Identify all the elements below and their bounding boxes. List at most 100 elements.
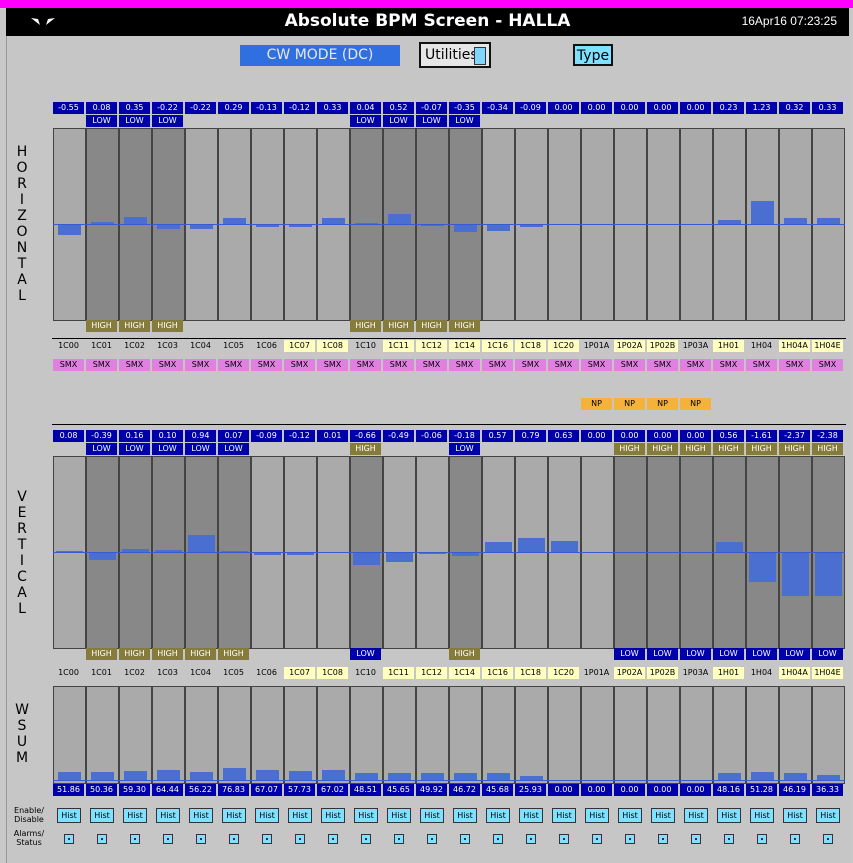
hist-button[interactable]: Hist (717, 808, 741, 823)
horizontal-limit-tag: LOW (350, 115, 381, 127)
horizontal-position-bar (454, 225, 477, 232)
alarm-status-button[interactable] (97, 834, 107, 844)
alarm-status-button[interactable] (64, 834, 74, 844)
bpm-name: 1H04A (779, 340, 810, 352)
hist-button[interactable]: Hist (585, 808, 609, 823)
hist-button[interactable]: Hist (156, 808, 180, 823)
horizontal-alarm-tag: HIGH (350, 320, 381, 332)
wsum-baseline (779, 780, 812, 781)
smx-tag: SMX (812, 359, 843, 371)
vertical-zero-line (482, 552, 515, 553)
hist-button[interactable]: Hist (486, 808, 510, 823)
hist-button[interactable]: Hist (189, 808, 213, 823)
bpm-name: 1C14 (449, 667, 480, 679)
alarm-status-button[interactable] (526, 834, 536, 844)
alarm-status-button[interactable] (328, 834, 338, 844)
horizontal-letter: T (17, 256, 27, 272)
hist-button[interactable]: Hist (90, 808, 114, 823)
alarm-status-button[interactable] (460, 834, 470, 844)
alarm-status-button[interactable] (691, 834, 701, 844)
horizontal-position-bar (157, 225, 180, 229)
hist-button[interactable]: Hist (618, 808, 642, 823)
bpm-name: 1C20 (548, 667, 579, 679)
smx-tag: SMX (449, 359, 480, 371)
alarm-status-button[interactable] (724, 834, 734, 844)
vertical-position-bar (386, 553, 413, 562)
smx-tag: SMX (284, 359, 315, 371)
utilities-menu-button[interactable]: Utilities (419, 42, 491, 68)
alarm-status-button[interactable] (262, 834, 272, 844)
horizontal-value: -0.12 (284, 102, 315, 114)
alarm-status-button[interactable] (163, 834, 173, 844)
alarm-status-button[interactable] (790, 834, 800, 844)
wsum-plot (713, 686, 746, 784)
wsum-bar (487, 773, 510, 780)
alarm-status-button[interactable] (229, 834, 239, 844)
wsum-plot (317, 686, 350, 784)
horizontal-zero-line (548, 224, 581, 225)
alarm-status-button[interactable] (592, 834, 602, 844)
hist-button[interactable]: Hist (783, 808, 807, 823)
horizontal-zero-line (647, 224, 680, 225)
hist-button[interactable]: Hist (453, 808, 477, 823)
hist-button[interactable]: Hist (750, 808, 774, 823)
hist-button[interactable]: Hist (123, 808, 147, 823)
wsum-bar (454, 773, 477, 780)
hist-button[interactable]: Hist (255, 808, 279, 823)
vertical-letter: C (17, 569, 27, 585)
wsum-plot (680, 686, 713, 784)
hist-button[interactable]: Hist (321, 808, 345, 823)
wsum-letter: W (15, 702, 29, 718)
hist-button[interactable]: Hist (57, 808, 81, 823)
bpm-name: 1C05 (223, 341, 244, 350)
alarm-status-button[interactable] (427, 834, 437, 844)
wsum-value: 49.92 (416, 784, 447, 796)
alarm-status-button[interactable] (130, 834, 140, 844)
horizontal-position-bar (91, 222, 114, 224)
horizontal-value: 0.00 (647, 102, 678, 114)
hist-button[interactable]: Hist (816, 808, 840, 823)
hist-button[interactable]: Hist (222, 808, 246, 823)
type-button[interactable]: Type (573, 44, 613, 66)
vertical-position-bar (56, 551, 83, 552)
alarm-status-button[interactable] (361, 834, 371, 844)
alarm-status-button[interactable] (625, 834, 635, 844)
horizontal-letter: L (18, 288, 26, 304)
smx-tag: SMX (614, 359, 645, 371)
wsum-bar (91, 772, 114, 780)
alarm-status-button[interactable] (295, 834, 305, 844)
vertical-value: -2.38 (812, 430, 843, 442)
vertical-letter: V (17, 489, 27, 505)
vertical-zero-line (350, 552, 383, 553)
hist-button[interactable]: Hist (651, 808, 675, 823)
wsum-plot (482, 686, 515, 784)
alarm-status-button[interactable] (658, 834, 668, 844)
hist-button[interactable]: Hist (519, 808, 543, 823)
hist-button[interactable]: Hist (552, 808, 576, 823)
hist-button[interactable]: Hist (420, 808, 444, 823)
alarm-status-button[interactable] (823, 834, 833, 844)
hist-button[interactable]: Hist (684, 808, 708, 823)
alarm-status-button[interactable] (394, 834, 404, 844)
vertical-value: 0.07 (218, 430, 249, 442)
wsum-baseline (812, 780, 845, 781)
vertical-zero-line (284, 552, 317, 553)
horizontal-limit-tag: LOW (416, 115, 447, 127)
wsum-baseline (746, 780, 779, 781)
bpm-name: 1C10 (355, 668, 376, 677)
wsum-value: 0.00 (581, 784, 612, 796)
horizontal-position-bar (58, 225, 81, 235)
smx-tag: SMX (482, 359, 513, 371)
hist-button[interactable]: Hist (354, 808, 378, 823)
hist-button[interactable]: Hist (387, 808, 411, 823)
alarm-status-button[interactable] (196, 834, 206, 844)
vertical-value: 0.01 (317, 430, 348, 442)
alarm-status-button[interactable] (757, 834, 767, 844)
hist-button[interactable]: Hist (288, 808, 312, 823)
alarm-status-button[interactable] (493, 834, 503, 844)
vertical-alarm-tag: LOW (350, 648, 381, 660)
alarm-status-button[interactable] (559, 834, 569, 844)
wsum-baseline (515, 780, 548, 781)
horizontal-limit-tag: LOW (383, 115, 414, 127)
